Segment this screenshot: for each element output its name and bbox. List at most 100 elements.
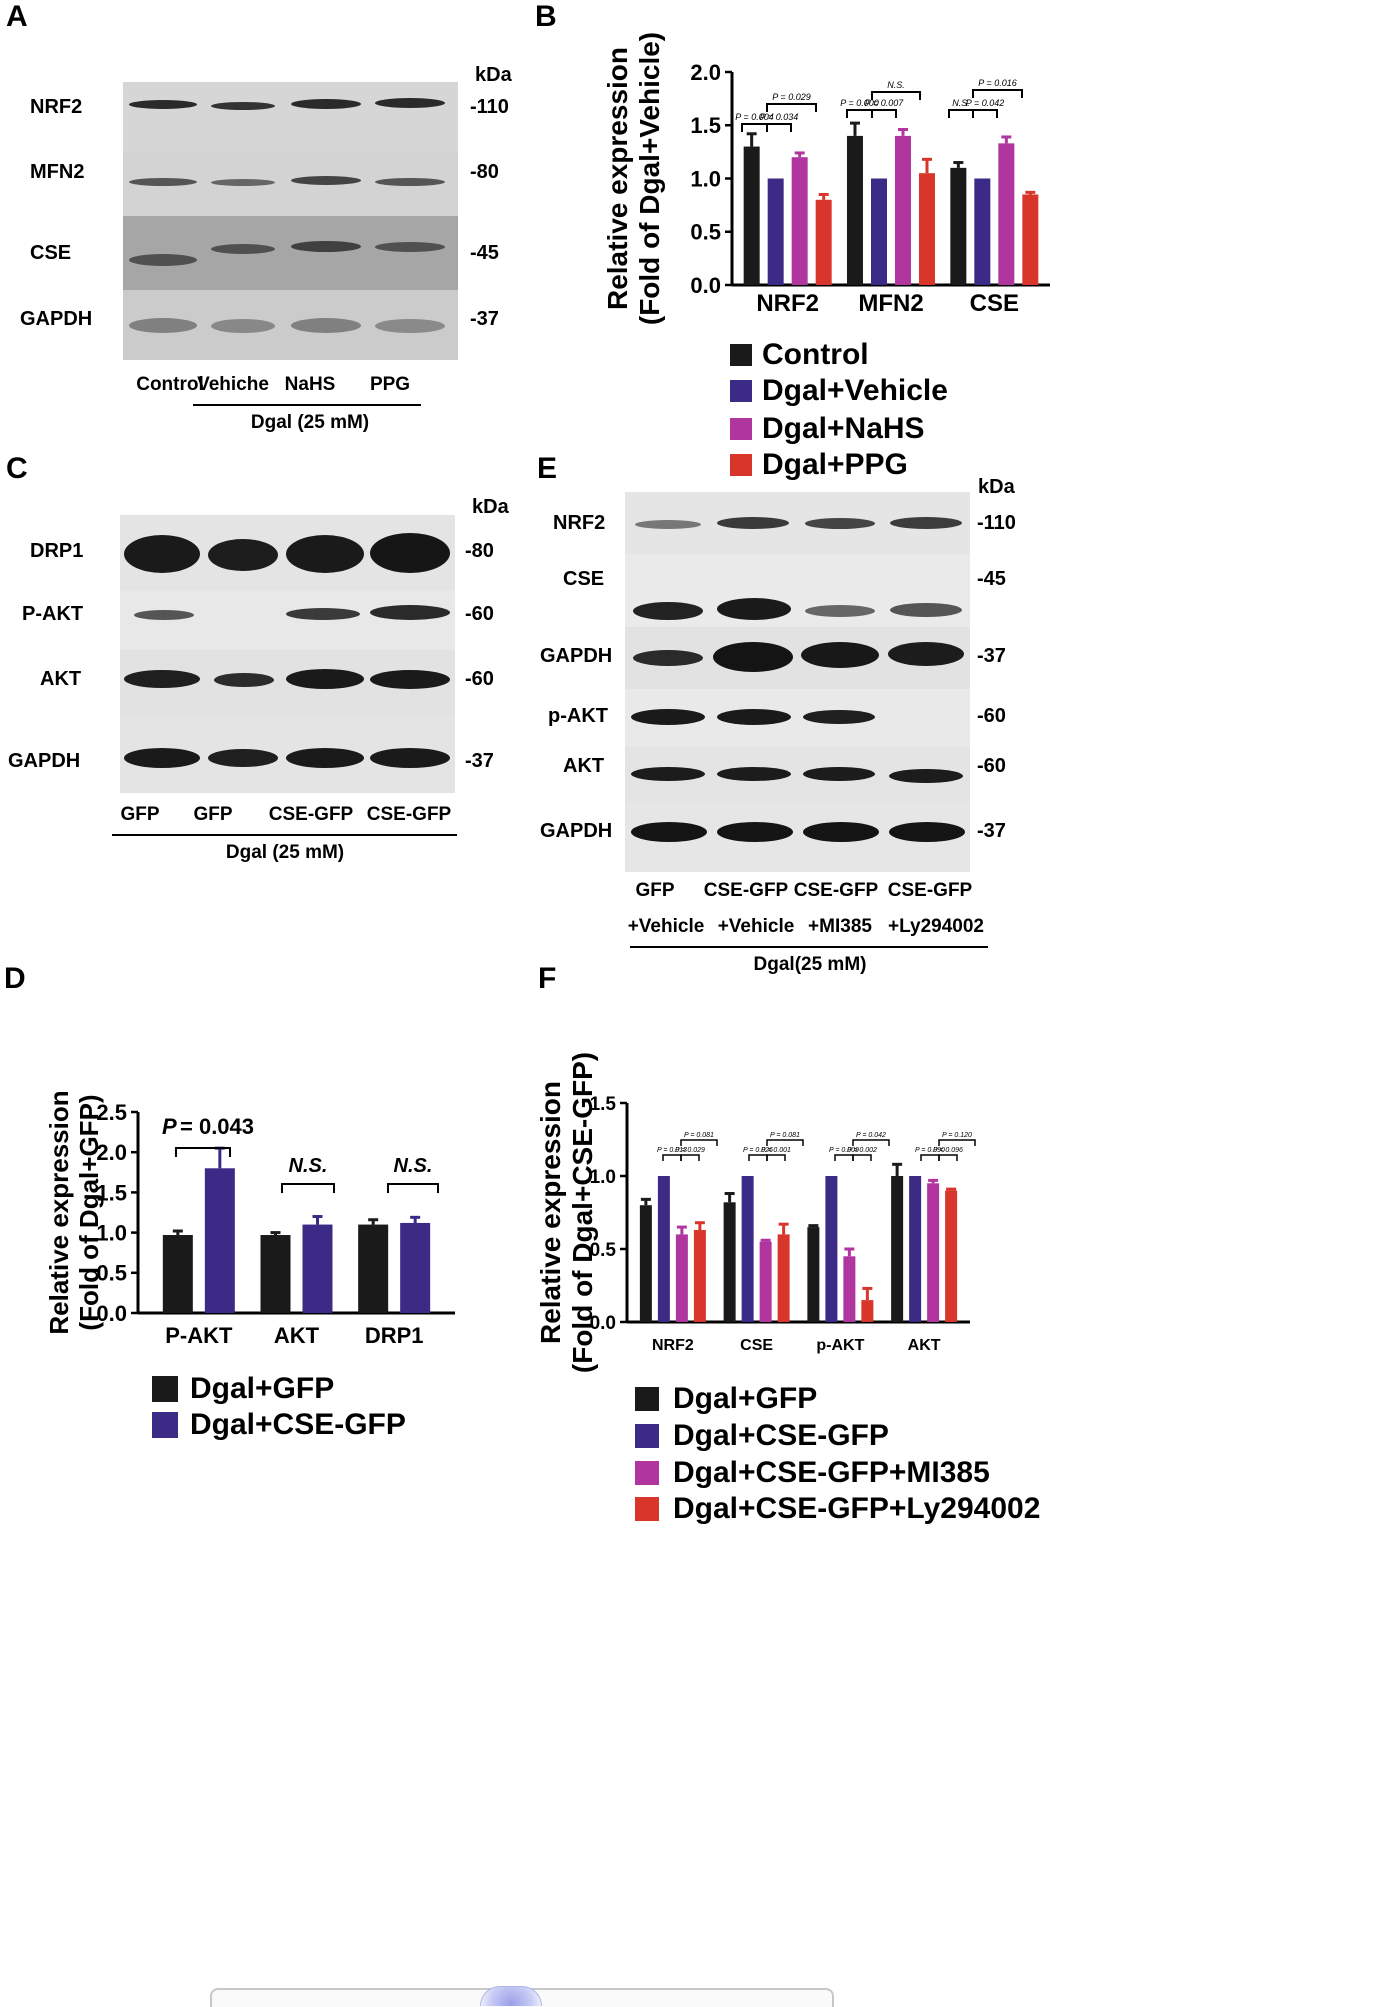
significance-label: P = 0.029 <box>675 1147 705 1154</box>
band <box>805 605 875 617</box>
significance-label: P = 0.009 <box>829 1147 859 1154</box>
row-label: P-AKT <box>22 603 84 625</box>
kda-marker: -37 <box>977 820 1006 842</box>
row-label: CSE <box>30 242 72 264</box>
y-tick-label: 1.5 <box>690 113 721 138</box>
lane-label: PPG <box>369 374 411 395</box>
significance-label: P = 0.001 <box>761 1147 791 1154</box>
band <box>291 99 361 109</box>
legend-swatch <box>730 454 752 476</box>
y-tick-label: 1.0 <box>690 166 721 191</box>
band <box>214 673 274 687</box>
y-axis-label: Relative expression(Fold of Dgal+CSE-GFP… <box>535 1052 598 1373</box>
row-label: GAPDH <box>540 645 613 667</box>
band <box>208 749 278 767</box>
significance-bracket <box>741 123 768 132</box>
legend-label: Dgal+CSE-GFP+MI385 <box>673 1456 990 1489</box>
band <box>717 767 791 781</box>
row-label: MFN2 <box>30 161 85 183</box>
bar <box>974 178 991 285</box>
band <box>370 605 450 620</box>
band <box>889 769 963 783</box>
band <box>635 520 701 529</box>
row-label: GAPDH <box>8 750 81 772</box>
treatment-underline <box>630 946 988 948</box>
y-tick-label: 0.0 <box>96 1301 127 1326</box>
row-label: GAPDH <box>20 308 93 330</box>
significance-label: P = 0.002 <box>847 1147 877 1154</box>
legend-item: Dgal+CSE-GFP <box>635 1419 889 1453</box>
significance-label: P = 0.042 <box>966 98 1004 108</box>
legend-label: Dgal+GFP <box>673 1382 818 1415</box>
y-tick-label: 2.5 <box>96 1100 127 1125</box>
lane-label: Vehiche <box>197 374 269 395</box>
bar <box>400 1222 431 1313</box>
lane-label: CSE-GFP <box>268 804 354 825</box>
legend-item: Dgal+GFP <box>635 1382 817 1416</box>
bar <box>998 143 1015 285</box>
legend-swatch <box>635 1387 659 1411</box>
kda-marker: -60 <box>977 755 1006 777</box>
band <box>370 670 450 689</box>
blot-e <box>625 492 970 872</box>
row-label: CSE <box>563 568 605 590</box>
band <box>286 748 364 768</box>
y-axis-label-line: (Fold of Dgal+GFP) <box>74 1094 104 1330</box>
legend-label: Dgal+CSE-GFP+Ly294002 <box>673 1492 1041 1525</box>
legend-item: Dgal+CSE-GFP+MI385 <box>635 1456 990 1490</box>
band <box>717 822 793 842</box>
significance-bracket <box>948 109 974 118</box>
band <box>631 767 705 781</box>
kda-marker: -60 <box>977 705 1006 727</box>
significance-bracket <box>680 1139 718 1146</box>
significance-label: P = 0.090 <box>915 1147 945 1154</box>
significance-bracket <box>662 1154 682 1161</box>
legend-item: Dgal+NaHS <box>730 412 925 446</box>
kda-marker: -60 <box>465 668 494 690</box>
y-axis-label-line: Relative expression <box>535 1081 566 1344</box>
kda-header: kDa <box>978 476 1015 498</box>
band <box>717 517 789 529</box>
band <box>888 642 964 666</box>
band <box>713 642 793 672</box>
kda-marker: -45 <box>977 568 1006 590</box>
kda-marker: -110 <box>470 96 509 118</box>
significance-label: P = 0.081 <box>684 1132 714 1139</box>
significance-bracket <box>766 123 792 132</box>
band <box>370 748 450 768</box>
band <box>631 822 707 842</box>
band <box>124 535 200 573</box>
bar <box>204 1168 235 1313</box>
band <box>286 608 360 620</box>
viewer-scroll-knob[interactable] <box>480 1986 542 2006</box>
bar <box>657 1176 670 1322</box>
panel-letter-d: D <box>4 962 26 995</box>
significance-label: P = 0.007 <box>865 98 904 108</box>
significance-label: P = 0.120 <box>942 1132 972 1139</box>
band <box>129 100 197 109</box>
lane-label: +Vehicle <box>717 916 795 937</box>
y-tick-label: 1.0 <box>96 1221 127 1246</box>
significance-bracket <box>846 109 873 118</box>
row-label: DRP1 <box>30 540 84 562</box>
significance-bracket <box>766 1139 804 1146</box>
legend-label: Dgal+CSE-GFP <box>673 1419 889 1452</box>
legend-swatch <box>730 418 752 440</box>
lane-label: Control <box>136 374 204 395</box>
y-axis-label-line: Relative expression <box>602 47 633 310</box>
x-tick-label: MFN2 <box>858 290 923 317</box>
bar <box>358 1224 389 1313</box>
y-tick-label: 1.0 <box>590 1167 616 1188</box>
legend-item: Dgal+CSE-GFP <box>152 1408 406 1442</box>
significance-label: P = 0.026 <box>743 1147 773 1154</box>
bar <box>895 135 911 285</box>
band <box>370 533 450 573</box>
band <box>375 319 445 333</box>
band <box>375 98 445 108</box>
significance-bracket <box>766 1154 786 1161</box>
bar <box>843 1256 856 1322</box>
band <box>129 178 197 186</box>
legend-item: Control <box>730 338 869 372</box>
strip-pakt <box>120 590 455 650</box>
band <box>631 709 705 725</box>
